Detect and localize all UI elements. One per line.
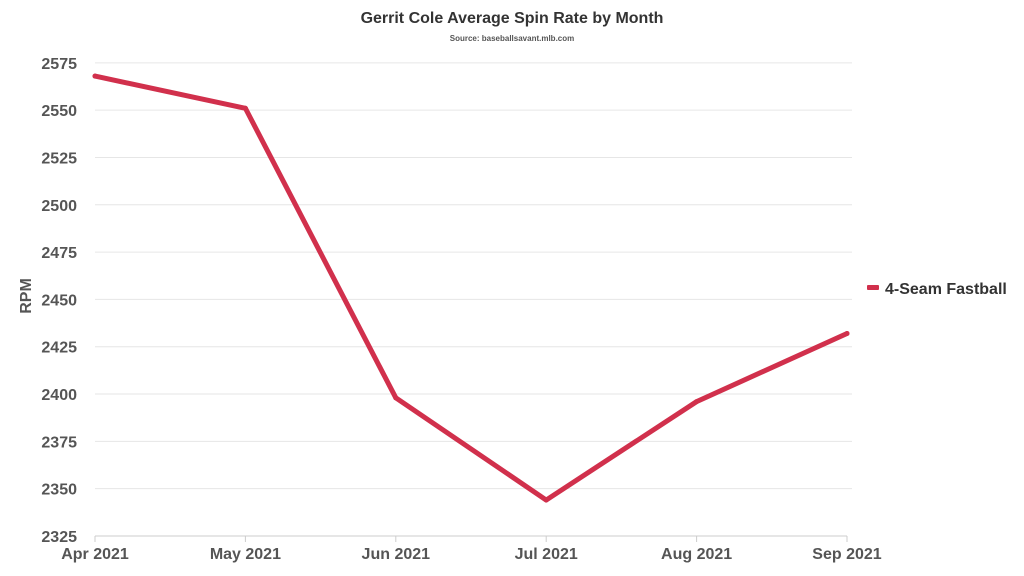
- x-tick-label: Jun 2021: [362, 546, 431, 563]
- x-tick-label: Sep 2021: [812, 546, 881, 563]
- x-tick-label: May 2021: [210, 546, 281, 563]
- x-axis-ticks: Apr 2021 May 2021 Jun 2021 Jul 2021 Aug 2021…: [61, 535, 882, 563]
- chart-subtitle: Source: baseballsavant.mlb.com: [450, 34, 575, 43]
- data-point[interactable]: [543, 497, 549, 503]
- y-axis-ticks: 2325 2350 2375 2400 2425 2450 2475 2500 2525 2550…: [41, 56, 77, 546]
- y-tick-label: 2475: [41, 245, 77, 262]
- grid-lines: [95, 62, 852, 490]
- series-line[interactable]: [92, 73, 850, 503]
- y-tick-label: 2325: [41, 529, 77, 546]
- x-tick-label: Jul 2021: [515, 546, 578, 563]
- legend[interactable]: 4-Seam Fastball: [867, 281, 1007, 298]
- y-tick-label: 2525: [41, 150, 77, 167]
- y-axis-label: RPM: [18, 278, 35, 314]
- data-point[interactable]: [92, 73, 98, 79]
- y-tick-label: 2450: [41, 292, 77, 309]
- legend-swatch: [867, 285, 879, 290]
- x-tick-label: Aug 2021: [661, 546, 732, 563]
- data-point[interactable]: [844, 330, 850, 336]
- y-tick-label: 2375: [41, 434, 77, 451]
- y-tick-label: 2425: [41, 340, 77, 357]
- chart-title: Gerrit Cole Average Spin Rate by Month: [361, 10, 664, 27]
- y-tick-label: 2575: [41, 56, 77, 73]
- y-tick-label: 2400: [41, 387, 77, 404]
- data-point[interactable]: [694, 399, 700, 405]
- data-point[interactable]: [393, 395, 399, 401]
- series-layer: [92, 73, 850, 503]
- y-tick-label: 2550: [41, 103, 77, 120]
- legend-label: 4-Seam Fastball: [885, 281, 1007, 298]
- data-point[interactable]: [242, 105, 248, 111]
- x-tick-label: Apr 2021: [61, 546, 129, 563]
- y-tick-label: 2500: [41, 198, 77, 215]
- y-tick-label: 2350: [41, 482, 77, 499]
